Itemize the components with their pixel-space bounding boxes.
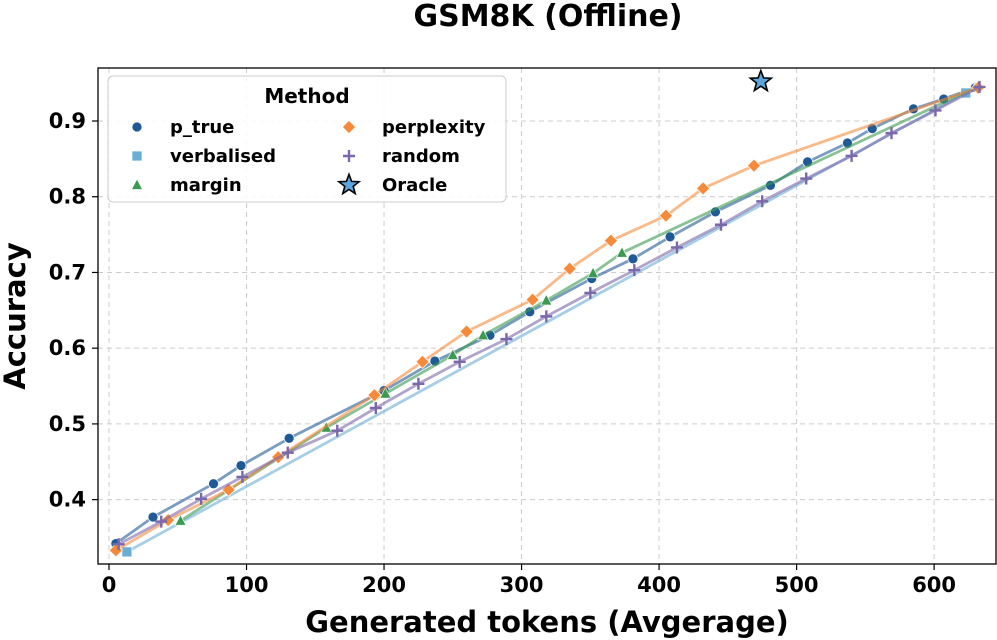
point-random: [369, 402, 382, 415]
y-tick-label: 0.5: [49, 412, 86, 436]
legend-entry-p_true: p_true: [131, 117, 234, 138]
legend-label-verbalised: verbalised: [170, 146, 276, 167]
x-tick-label: 300: [500, 573, 544, 597]
x-tick-label: 200: [362, 573, 406, 597]
point-p_true: [627, 253, 639, 265]
y-tick-label: 0.7: [49, 260, 86, 284]
point-perplexity: [108, 543, 124, 558]
point-margin: [476, 328, 490, 341]
point-random: [885, 127, 898, 140]
y-tick-label: 0.8: [49, 185, 86, 209]
point-random: [412, 377, 425, 390]
series-line-perplexity: [114, 86, 980, 552]
ticks: 0 100 200 300 400 500 600 0.4 0.5 0.6 0.7 0.8 0.9: [49, 109, 956, 597]
point-p_true: [235, 460, 247, 471]
point-random: [756, 195, 769, 208]
x-tick-label: 600: [912, 573, 956, 597]
y-tick-label: 0.6: [49, 336, 86, 360]
point-random: [929, 104, 942, 117]
series-random: [112, 80, 986, 551]
point-random: [540, 310, 553, 323]
y-tick-label: 0.9: [49, 109, 86, 133]
point-random: [195, 492, 208, 505]
point-margin: [540, 293, 553, 306]
point-p_true: [664, 231, 676, 243]
legend-entry-margin: margin: [130, 175, 242, 196]
point-random: [281, 446, 294, 459]
point-random: [112, 538, 125, 551]
x-tick-label: 400: [637, 573, 681, 597]
legend-label-margin: margin: [170, 175, 242, 196]
x-axis-label: Generated tokens (Avgerage): [305, 605, 789, 639]
point-random: [973, 80, 986, 93]
legend-marker-Oracle: [336, 172, 362, 196]
point-perplexity: [746, 158, 762, 173]
legend-label-random: random: [382, 146, 460, 167]
point-margin: [379, 386, 392, 399]
point-perplexity: [367, 387, 382, 403]
legend-marker-p_true: [131, 121, 143, 133]
chart-title: GSM8K (Offline): [413, 0, 682, 34]
axes-frame: [97, 67, 997, 565]
x-tick-label: 100: [225, 573, 269, 597]
x-tick-label: 500: [775, 573, 819, 597]
point-margin: [615, 245, 629, 258]
point-p_true: [283, 432, 295, 444]
point-random: [845, 149, 858, 162]
legend-title: Method: [264, 84, 349, 108]
legend-entry-perplexity: perplexity: [341, 117, 486, 138]
point-p_true: [208, 478, 219, 490]
point-margin: [174, 513, 187, 526]
x-tick-label: 0: [102, 573, 117, 597]
point-perplexity: [415, 354, 430, 369]
legend-items: p_true verbalised margin perplexity random Or…: [130, 117, 486, 196]
point-random: [800, 172, 813, 185]
point-random: [714, 218, 727, 231]
point-random: [453, 355, 466, 368]
point-verbalised: [121, 546, 133, 558]
legend-marker-verbalised: [131, 150, 143, 162]
point-perplexity: [603, 233, 619, 248]
point-p_true: [147, 511, 159, 523]
point-margin: [446, 348, 459, 360]
series-layer: [108, 68, 986, 558]
point-random: [584, 286, 597, 299]
legend-marker-random: [343, 150, 355, 162]
legend-entry-random: random: [343, 146, 460, 167]
legend-label-p_true: p_true: [170, 117, 234, 138]
legend-entry-Oracle: Oracle: [336, 172, 447, 196]
point-margin: [586, 266, 600, 279]
point-perplexity: [695, 181, 711, 196]
point-perplexity: [658, 208, 674, 223]
point-perplexity: [459, 324, 474, 339]
point-random: [236, 470, 249, 483]
series-margin: [174, 80, 982, 526]
legend: Method p_true verbalised margin perplexity r…: [107, 75, 507, 203]
point-random: [628, 264, 641, 277]
legend-label-Oracle: Oracle: [382, 175, 447, 196]
point-random: [670, 241, 683, 254]
point-random: [500, 333, 513, 346]
legend-entry-verbalised: verbalised: [131, 146, 276, 167]
point-perplexity: [562, 261, 577, 276]
point-random: [331, 424, 344, 437]
y-tick-label: 0.4: [49, 488, 86, 512]
point-perplexity: [160, 512, 176, 528]
legend-frame: [107, 75, 507, 203]
grid: [98, 68, 996, 564]
point-random: [155, 515, 168, 528]
legend-marker-perplexity: [341, 119, 357, 135]
y-axis-label: Accuracy: [0, 242, 32, 390]
legend-marker-margin: [130, 178, 144, 190]
oracle-point: [748, 68, 774, 93]
point-perplexity: [525, 292, 540, 307]
legend-label-perplexity: perplexity: [382, 117, 486, 138]
